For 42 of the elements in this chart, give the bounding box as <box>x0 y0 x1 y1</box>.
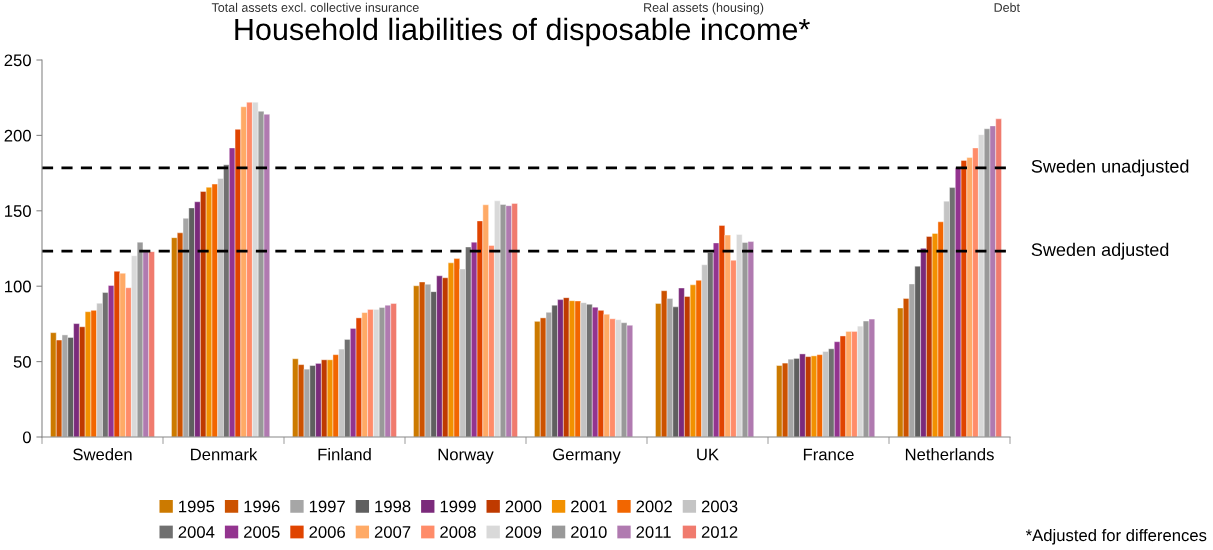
ref-line-label: Sweden unadjusted <box>1031 159 1189 177</box>
y-tick-label: 100 <box>5 280 31 293</box>
y-tick-label: 250 <box>4 54 31 67</box>
legend-label: 2004 <box>178 526 215 538</box>
legend-label: 2001 <box>571 500 607 513</box>
text: Total assets excl. collective insurance <box>211 2 419 12</box>
text: Debt <box>994 2 1020 12</box>
ref-line-label: Sweden adjusted <box>1031 242 1169 260</box>
legend-label: 2005 <box>244 526 280 538</box>
legend-label: 2012 <box>701 526 738 538</box>
legend-label: 2003 <box>701 500 738 513</box>
legend-label: 2006 <box>309 526 345 538</box>
bar <box>534 321 541 437</box>
legend-label: 2010 <box>571 526 607 538</box>
x-tick-label: Norway <box>438 448 494 464</box>
x-tick-label: France <box>803 448 854 461</box>
chart-title: Household liabilities of disposable income* <box>235 17 810 47</box>
legend-label: 1997 <box>309 500 345 513</box>
legend-label: 2008 <box>440 526 476 538</box>
legend-label: 1996 <box>244 500 280 513</box>
x-tick-label: Sweden <box>73 448 132 461</box>
legend-label: 2002 <box>636 500 672 513</box>
text: Real assets (housing) <box>644 2 764 15</box>
x-tick-label: Finland <box>318 448 371 461</box>
y-tick-label: 50 <box>13 356 31 368</box>
legend-label: 1995 <box>179 500 215 513</box>
x-tick-label: Germany <box>553 448 621 464</box>
legend-label: 2007 <box>374 526 411 538</box>
legend-label: 1998 <box>375 500 411 513</box>
legend-label: 2000 <box>505 500 542 513</box>
x-tick-label: Denmark <box>191 448 258 461</box>
y-tick-label: 200 <box>4 129 31 142</box>
bar <box>50 332 57 437</box>
legend-label: 1999 <box>440 500 476 513</box>
y-tick-label: 0 <box>22 431 31 444</box>
legend-label: 2011 <box>636 526 671 538</box>
y-tick-label: 150 <box>5 205 31 217</box>
x-tick-label: Netherlands <box>905 448 994 461</box>
bar <box>776 365 783 437</box>
legend-label: 2009 <box>505 526 542 538</box>
x-tick-label: UK <box>697 448 719 461</box>
text: *Adjusted for differences <box>1025 528 1207 545</box>
